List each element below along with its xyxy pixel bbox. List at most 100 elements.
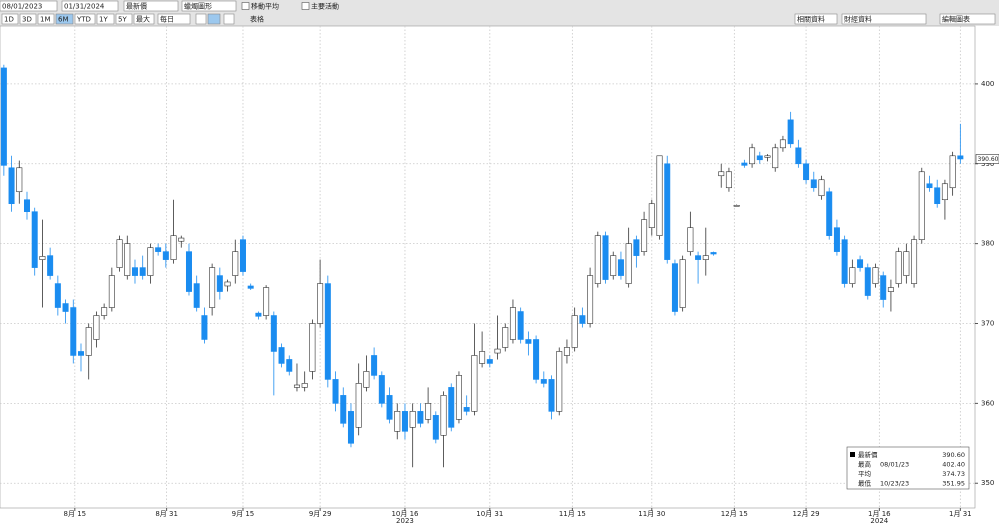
- candle-body: [108, 275, 115, 308]
- x-tick-label: 9月 29: [309, 510, 332, 518]
- candle-body: [741, 162, 748, 166]
- tool-button[interactable]: [223, 13, 235, 25]
- stat-value: 402.40: [942, 461, 965, 469]
- stat-name: 最低: [858, 479, 872, 488]
- range-button-box[interactable]: [1, 13, 19, 25]
- candle-body: [448, 387, 455, 428]
- candle-body: [702, 255, 709, 260]
- x-tick-label: 12月 29: [793, 510, 820, 518]
- range-button-box[interactable]: [55, 13, 74, 25]
- candle-body: [949, 155, 956, 189]
- candle-body: [62, 303, 69, 312]
- candle-body: [579, 315, 586, 324]
- checkbox[interactable]: [301, 2, 310, 10]
- candle-body: [239, 239, 246, 272]
- candle-body: [733, 205, 740, 207]
- candle-body: [54, 283, 61, 308]
- candle-body: [85, 327, 92, 356]
- range-button-box[interactable]: [37, 13, 55, 25]
- candle-body: [610, 255, 617, 276]
- candle-body: [355, 383, 362, 428]
- candle-body: [77, 351, 84, 356]
- candle-body: [710, 252, 717, 255]
- candle-body: [918, 171, 925, 240]
- candle-body: [718, 171, 725, 177]
- candle-body: [16, 167, 23, 193]
- candle-body: [178, 237, 185, 242]
- start-date-box[interactable]: [0, 0, 58, 12]
- candle-body: [648, 203, 655, 228]
- last-price-label: 390.60: [978, 156, 999, 163]
- range-button-box[interactable]: [115, 13, 133, 25]
- financial-select-box[interactable]: [841, 13, 927, 25]
- candle-body: [725, 171, 732, 189]
- candle-body: [764, 155, 771, 158]
- tool-button[interactable]: [195, 13, 207, 25]
- candle-body: [687, 227, 694, 252]
- range-button-box[interactable]: [133, 13, 155, 25]
- range-button: 5Y: [118, 16, 127, 24]
- candle-body: [332, 379, 339, 404]
- candle-body: [247, 285, 254, 289]
- candle-body: [162, 251, 169, 260]
- candle-body: [563, 347, 570, 356]
- candle-body: [317, 283, 324, 324]
- last-price-tag: [975, 154, 999, 164]
- stat-value: 390.60: [942, 451, 965, 459]
- start-date: 08/01/2023: [2, 3, 42, 11]
- candle-body: [602, 235, 609, 280]
- candle-body: [386, 395, 393, 420]
- candle-body: [826, 191, 833, 236]
- candle-body: [903, 251, 910, 276]
- field-select-box[interactable]: [123, 0, 179, 12]
- candle-body: [486, 359, 493, 364]
- candle-body: [455, 375, 462, 420]
- chart-style-select-box[interactable]: [181, 0, 237, 12]
- candle-body: [509, 307, 516, 340]
- tool-button[interactable]: [207, 13, 221, 25]
- year-label: 2024: [870, 517, 888, 524]
- candle-body: [93, 315, 100, 340]
- candle-body: [278, 347, 285, 364]
- candle-body: [309, 323, 316, 372]
- candle-body: [810, 179, 817, 189]
- range-button: 1Y: [99, 16, 108, 24]
- frequency-select-box[interactable]: [157, 13, 191, 25]
- end-date-box[interactable]: [61, 0, 119, 12]
- candle-body: [47, 255, 54, 276]
- range-button-box[interactable]: [74, 13, 96, 25]
- candle-body: [957, 155, 964, 160]
- candle-body: [934, 187, 941, 205]
- candle-body: [787, 119, 794, 145]
- candle-body: [533, 339, 540, 380]
- candle-body: [8, 167, 15, 205]
- candle-body: [124, 243, 131, 276]
- range-button-box[interactable]: [96, 13, 115, 25]
- candle-body: [363, 371, 370, 388]
- candle-body: [378, 375, 385, 404]
- edit-button-box[interactable]: [939, 13, 996, 25]
- stat-name: 最新價: [858, 450, 878, 459]
- range-button-box[interactable]: [19, 13, 37, 25]
- financial-select: 財經資料: [844, 15, 872, 24]
- candle-body: [286, 359, 293, 372]
- candle-body: [887, 287, 894, 292]
- y-tick-label: 380: [981, 240, 994, 248]
- candle-body: [193, 283, 200, 308]
- candle-body: [147, 247, 154, 276]
- range-button: 3D: [22, 16, 32, 24]
- checkbox[interactable]: [241, 2, 250, 10]
- candle-body: [633, 239, 640, 256]
- range-button: 1D: [4, 16, 14, 24]
- stat-value: 351.95: [942, 480, 965, 488]
- candle-body: [409, 411, 416, 428]
- candle-body: [895, 251, 902, 284]
- related-button-box[interactable]: [794, 13, 838, 25]
- candle-body: [39, 256, 46, 260]
- candle-body: [155, 247, 162, 252]
- y-tick-label: 400: [981, 80, 994, 88]
- candle-body: [818, 179, 825, 197]
- x-tick-label: 10月 31: [476, 510, 503, 518]
- moving-avg-label: 移動平均: [251, 2, 279, 11]
- candle-body: [548, 379, 555, 412]
